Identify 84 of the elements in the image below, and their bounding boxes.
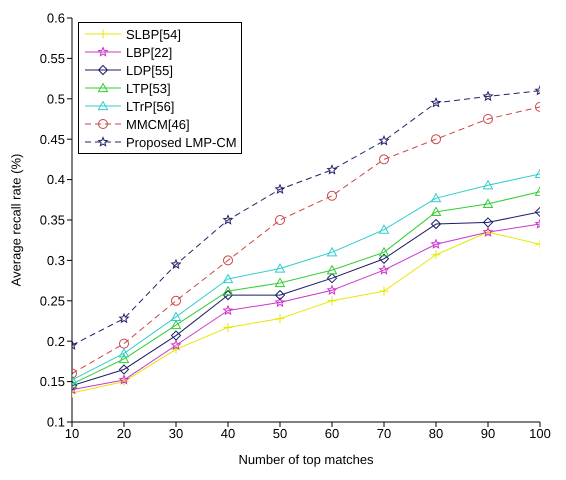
x-axis-title: Number of top matches [238,452,374,467]
point [431,98,441,107]
point [327,273,337,284]
legend-label: LDP[55] [126,62,173,78]
point [431,193,441,202]
point [379,254,389,264]
y-tick-label: 0.2 [46,334,65,349]
point [171,340,181,350]
point [119,364,129,374]
y-tick-label: 0.35 [40,212,65,228]
x-tick-label: 50 [272,426,288,442]
point [431,134,441,144]
point [483,91,493,101]
x-tick-label: 70 [376,426,392,442]
legend-label: Proposed LMP-CM [126,134,237,150]
point [119,338,129,349]
y-tick-label: 0.55 [40,51,65,66]
point [119,348,129,358]
point [431,239,441,248]
point [171,320,181,330]
legend-label: LTrP[56] [126,98,174,114]
point [483,217,493,228]
legend-label: MMCM[46] [126,116,190,132]
point [171,330,181,341]
point [431,250,441,260]
x-tick-label: 60 [324,426,340,442]
point [171,259,181,269]
point [379,286,389,296]
y-tick-label: 0.6 [46,10,65,26]
y-tick-label: 0.1 [46,414,65,430]
point [275,278,285,288]
y-tick-label: 0.3 [46,253,65,268]
point [483,180,493,190]
point [275,290,285,300]
y-tick-label: 0.45 [40,132,65,147]
x-tick-label: 30 [168,426,184,442]
point [223,322,233,332]
point [223,290,233,300]
point [327,164,337,174]
point [119,354,129,364]
y-tick-label: 0.15 [40,374,65,390]
point [223,274,233,284]
legend-label: LTP[53] [126,80,171,96]
y-tick-label: 0.4 [46,172,65,188]
point [223,255,233,266]
point [171,296,181,306]
y-axis-title: Average recall rate (%) [8,154,24,286]
point [275,184,285,194]
point [327,190,337,201]
x-tick-label: 40 [220,426,236,442]
point [431,206,441,216]
point [171,312,181,322]
x-tick-label: 10 [64,426,80,442]
point [223,286,233,296]
point [275,215,285,225]
point [379,154,389,164]
x-tick-label: 20 [116,426,132,442]
point [379,136,389,145]
legend-label: SLBP[54] [126,26,181,42]
point [119,374,129,384]
y-tick-label: 0.5 [46,91,65,106]
legend-label: LBP[22] [126,44,172,60]
point [327,285,337,294]
point [379,265,389,274]
point [275,297,285,307]
x-tick-label: 90 [480,426,496,442]
x-tick-label: 80 [428,426,444,442]
point [379,224,389,234]
point [327,265,337,274]
point [483,114,493,124]
point [327,296,337,306]
point [379,247,389,256]
point [119,376,129,387]
x-tick-label: 100 [529,426,551,442]
point [483,198,493,208]
y-tick-label: 0.25 [40,293,65,308]
point [119,314,129,323]
point [431,219,441,230]
point [275,314,285,324]
point [275,263,285,273]
point [223,215,233,224]
point [223,305,233,315]
point [327,247,337,256]
point [171,344,181,354]
